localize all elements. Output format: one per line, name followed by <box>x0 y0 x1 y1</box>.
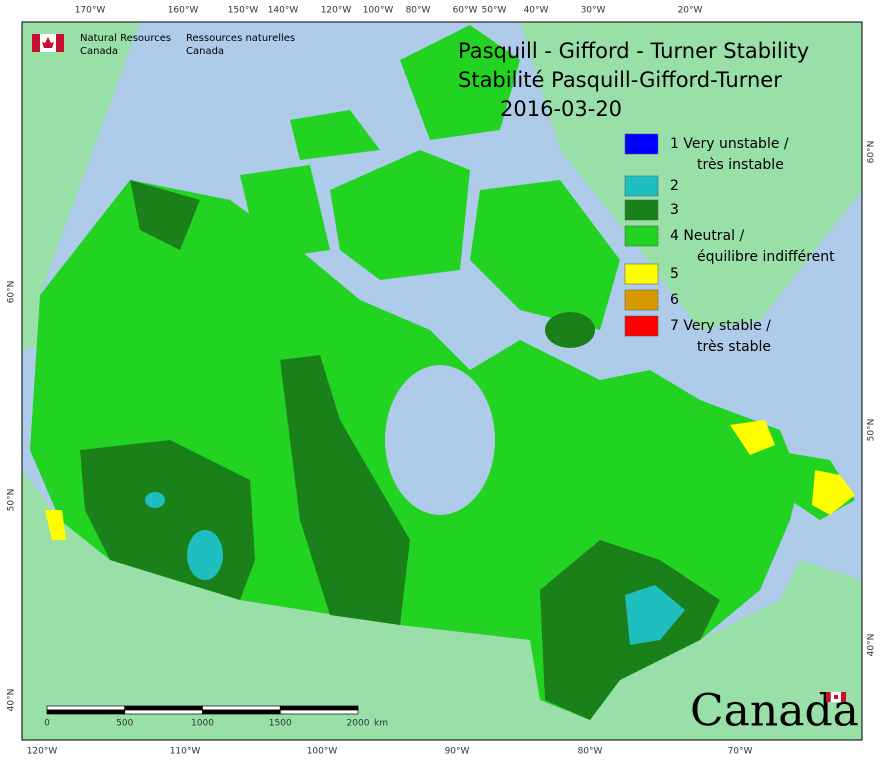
stability-class-2-area <box>625 585 685 645</box>
latitude-label: 60°N <box>867 141 877 164</box>
longitude-label: 50°W <box>482 6 507 16</box>
longitude-label: 30°W <box>581 6 606 16</box>
legend-label: 6 <box>670 292 679 308</box>
legend-swatch <box>624 199 659 221</box>
nrcan-signature: Natural Resources Canada Ressources natu… <box>32 33 295 57</box>
legend-swatch <box>624 315 659 337</box>
scale-label: 1500 <box>269 719 292 729</box>
maple-leaf <box>42 37 54 48</box>
agency-fr: Canada <box>186 46 224 57</box>
scale-segment <box>202 705 281 711</box>
land <box>22 22 862 740</box>
scale-segment <box>46 705 126 711</box>
stability-class-2-area <box>145 492 165 508</box>
stability-class-2-area <box>187 530 223 580</box>
legend-label: 5 <box>670 266 679 282</box>
stability-class-3-area <box>545 312 595 348</box>
island <box>400 25 520 140</box>
title: Pasquill - Gifford - Turner Stability <box>458 39 809 63</box>
longitude-label: 60°W <box>453 6 478 16</box>
longitude-label: 40°W <box>524 6 549 16</box>
scale-segment <box>279 709 359 715</box>
latitude-label: 40°N <box>867 634 877 657</box>
legend-label: 4 Neutral / <box>670 228 744 244</box>
alaska <box>22 22 140 350</box>
stability-class-5-area <box>45 510 66 540</box>
longitude-label: 150°W <box>228 6 259 16</box>
maple-leaf <box>834 695 838 699</box>
scale-segment <box>124 705 203 711</box>
stability-class-5-area <box>730 420 775 455</box>
longitude-label: 70°W <box>728 747 753 757</box>
map-frame <box>21 21 863 741</box>
legend-swatch <box>624 263 659 285</box>
wordmark: Canada <box>690 686 859 737</box>
legend-label: très instable <box>697 157 784 173</box>
longitude-label: 80°W <box>578 747 603 757</box>
longitude-label: 80°W <box>406 6 431 16</box>
latitude-label: 60°N <box>7 281 17 304</box>
longitude-label: 110°W <box>170 747 201 757</box>
legend-label: très stable <box>697 339 771 355</box>
scale-segment <box>279 705 359 711</box>
legend-swatch <box>624 133 659 155</box>
stability-class-3-area <box>280 355 410 625</box>
scale-unit: km <box>374 719 388 729</box>
scale-segment <box>202 709 281 715</box>
baffin-island <box>470 180 620 330</box>
longitude-label: 160°W <box>168 6 199 16</box>
island <box>290 110 380 160</box>
longitude-label: 90°W <box>445 747 470 757</box>
legend-label: 3 <box>670 202 679 218</box>
latitude-label: 50°N <box>867 419 877 442</box>
flag-bar <box>826 692 831 702</box>
scale-label: 0 <box>44 719 50 729</box>
longitude-label: 170°W <box>75 6 106 16</box>
agency-en: Canada <box>80 46 118 57</box>
hudson-bay <box>385 365 495 515</box>
scale-segment <box>124 709 203 715</box>
longitude-label: 140°W <box>268 6 299 16</box>
scale-label: 500 <box>116 719 133 729</box>
longitude-label: 120°W <box>27 747 58 757</box>
scale-bar: 0 500 1000 1500 2000 km <box>44 705 388 729</box>
legend-label: 1 Very unstable / <box>670 136 789 152</box>
greenland <box>520 22 862 330</box>
agency-fr: Ressources naturelles <box>186 33 295 44</box>
legend-label: 7 Very stable / <box>670 318 771 334</box>
island <box>330 150 470 280</box>
legend-swatch <box>624 225 659 247</box>
legend-label: 2 <box>670 178 679 194</box>
island <box>240 165 330 260</box>
date: 2016-03-20 <box>500 97 622 121</box>
stability-class-5-area <box>812 470 855 515</box>
longitude-label: 120°W <box>321 6 352 16</box>
stability-class-3-area <box>130 180 200 250</box>
agency-en: Natural Resources <box>80 33 171 44</box>
flag-bar <box>841 692 846 702</box>
longitude-label: 100°W <box>307 747 338 757</box>
scale-label: 1000 <box>191 719 214 729</box>
united-states <box>22 470 862 740</box>
title: Stabilité Pasquill-Gifford-Turner <box>458 68 782 92</box>
latitude-label: 50°N <box>7 489 17 512</box>
flag-bar <box>56 34 64 52</box>
legend-swatch <box>624 175 659 197</box>
longitude-label: 100°W <box>363 6 394 16</box>
latitude-label: 40°N <box>7 689 17 712</box>
scale-segment <box>46 709 126 715</box>
legend-swatch <box>624 289 659 311</box>
scale-label: 2000 <box>347 719 370 729</box>
flag-bar <box>32 34 40 52</box>
longitude-label: 20°W <box>678 6 703 16</box>
legend-label: équilibre indifférent <box>697 249 835 265</box>
